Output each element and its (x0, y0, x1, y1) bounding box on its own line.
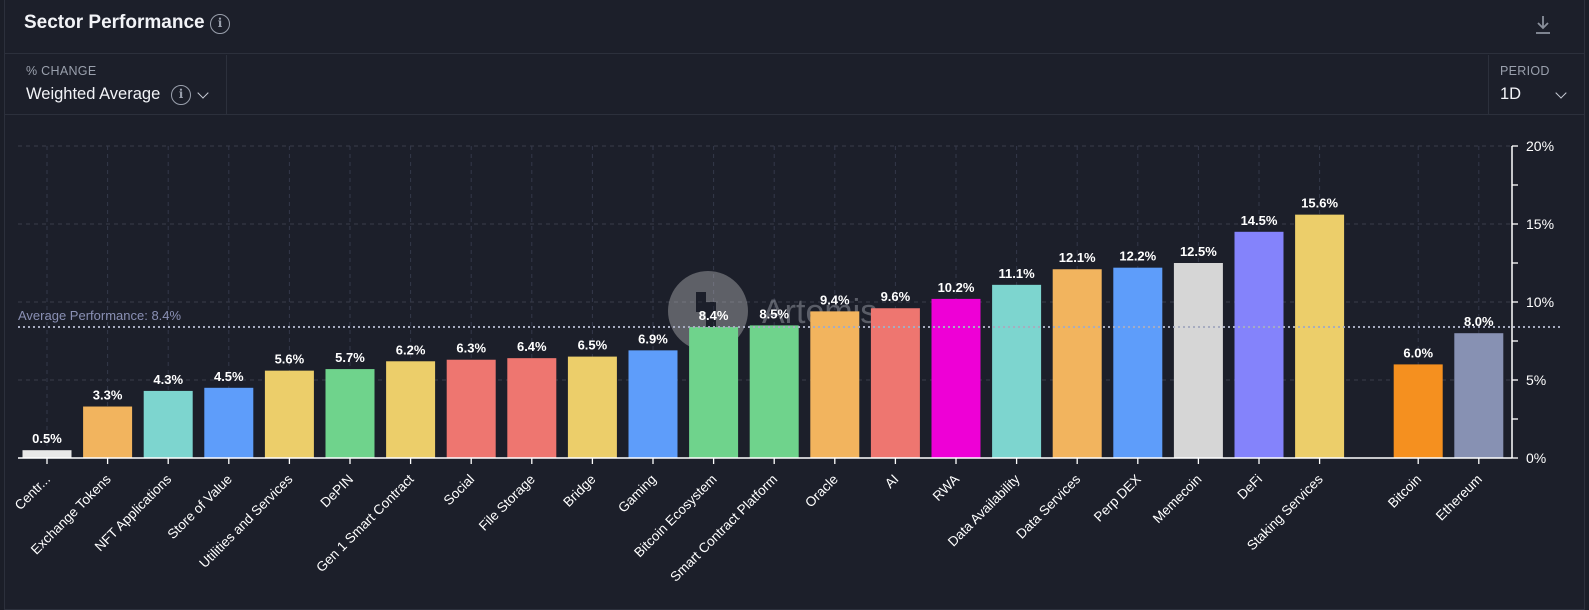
x-tick-label: Memecoin (1150, 472, 1205, 527)
period-label: PERIOD (1500, 64, 1550, 78)
bar-defi[interactable] (1234, 231, 1284, 458)
bar-smart-contract-platform[interactable] (749, 325, 799, 458)
x-tick-label: Ethereum (1433, 472, 1485, 524)
bar-bitcoin[interactable] (1393, 364, 1443, 458)
bar-social[interactable] (446, 359, 496, 458)
bar-value-label: 0.5% (32, 431, 62, 446)
bar-value-label: 3.3% (93, 388, 123, 403)
bar-value-label: 4.3% (153, 372, 183, 387)
bar-ai[interactable] (870, 308, 920, 458)
bar-bridge[interactable] (567, 356, 617, 458)
bar-bitcoin-ecosystem[interactable] (689, 326, 739, 458)
bar-rwa[interactable] (931, 298, 981, 458)
x-tick-label: Oracle (802, 472, 841, 511)
bar-value-label: 9.6% (881, 289, 911, 304)
bar-value-label: 6.5% (578, 338, 608, 353)
bar-oracle[interactable] (810, 311, 860, 458)
bar-value-label: 14.5% (1241, 213, 1278, 228)
bar-value-label: 8.5% (759, 306, 789, 321)
bar-value-label: 5.6% (275, 352, 305, 367)
bar-perp-dex[interactable] (1113, 267, 1163, 458)
bar-depin[interactable] (325, 369, 375, 458)
metric-label: % CHANGE (26, 64, 97, 78)
x-tick-label: Bridge (560, 472, 598, 510)
average-label: Average Performance: 8.4% (18, 308, 182, 323)
x-tick-label: File Storage (476, 472, 538, 534)
download-icon[interactable] (1532, 13, 1554, 37)
x-tick-label: RWA (930, 472, 962, 504)
bar-data-availability[interactable] (992, 284, 1042, 458)
bar-value-label: 5.7% (335, 350, 365, 365)
bar-gaming[interactable] (628, 350, 678, 458)
period-selector[interactable]: PERIOD 1D (1488, 55, 1584, 115)
bar-exchange-tokens[interactable] (83, 406, 133, 458)
bar-value-label: 6.4% (517, 339, 547, 354)
x-tick-label: Bitcoin (1385, 472, 1424, 511)
bar-value-label: 6.0% (1403, 345, 1433, 360)
bar-value-label: 9.4% (820, 292, 850, 307)
metric-info-icon[interactable]: i (171, 85, 191, 105)
bar-file-storage[interactable] (507, 358, 557, 458)
bar-ethereum[interactable] (1454, 333, 1504, 458)
metric-value[interactable]: Weighted Average (26, 85, 161, 103)
y-tick-label: 10% (1526, 294, 1554, 310)
bar-value-label: 12.5% (1180, 244, 1217, 259)
bar-nft-applications[interactable] (143, 390, 193, 458)
bar-value-label: 6.9% (638, 331, 668, 346)
x-tick-label: AI (882, 472, 902, 492)
page-title: Sector Performance (24, 12, 205, 33)
metric-selector[interactable]: % CHANGE Weighted Average i (5, 55, 227, 115)
x-tick-label: Perp DEX (1091, 472, 1144, 525)
info-icon[interactable]: i (210, 14, 230, 34)
bar-utilities-and-services[interactable] (264, 370, 314, 458)
x-tick-label: DePIN (317, 472, 356, 511)
bar-value-label: 8.4% (699, 308, 729, 323)
bar-value-label: 15.6% (1301, 196, 1338, 211)
x-tick-label: Social (441, 472, 478, 509)
y-tick-label: 0% (1526, 450, 1546, 466)
x-tick-label: Gaming (615, 472, 659, 516)
panel-header: Sector Performance i (5, 0, 1584, 54)
x-tick-label: Centr... (12, 472, 53, 513)
y-tick-label: 15% (1526, 216, 1554, 232)
bar-centr-[interactable] (22, 450, 72, 458)
bar-staking-services[interactable] (1295, 214, 1345, 458)
bar-value-label: 6.2% (396, 342, 426, 357)
bar-value-label: 4.5% (214, 369, 244, 384)
bar-gen-1-smart-contract[interactable] (386, 361, 436, 458)
y-tick-label: 5% (1526, 372, 1546, 388)
x-tick-label: DeFi (1234, 472, 1265, 503)
period-value[interactable]: 1D (1500, 85, 1522, 103)
x-tick-label: Smart Contract Platform (667, 472, 780, 585)
y-tick-label: 20% (1526, 138, 1554, 154)
artemis-logo-mark (696, 292, 716, 328)
bar-value-label: 12.2% (1119, 249, 1156, 264)
bar-value-label: 11.1% (999, 266, 1036, 281)
bar-value-label: 10.2% (938, 280, 975, 295)
x-tick-label: Data Services (1013, 471, 1083, 541)
bar-value-label: 8.0% (1464, 314, 1494, 329)
bar-value-label: 12.1% (1059, 250, 1096, 265)
bar-memecoin[interactable] (1173, 263, 1223, 458)
bar-data-services[interactable] (1052, 269, 1102, 458)
chart-controls: % CHANGE Weighted Average i PERIOD 1D (5, 55, 1584, 115)
bar-value-label: 6.3% (456, 341, 486, 356)
bar-store-of-value[interactable] (204, 387, 254, 458)
